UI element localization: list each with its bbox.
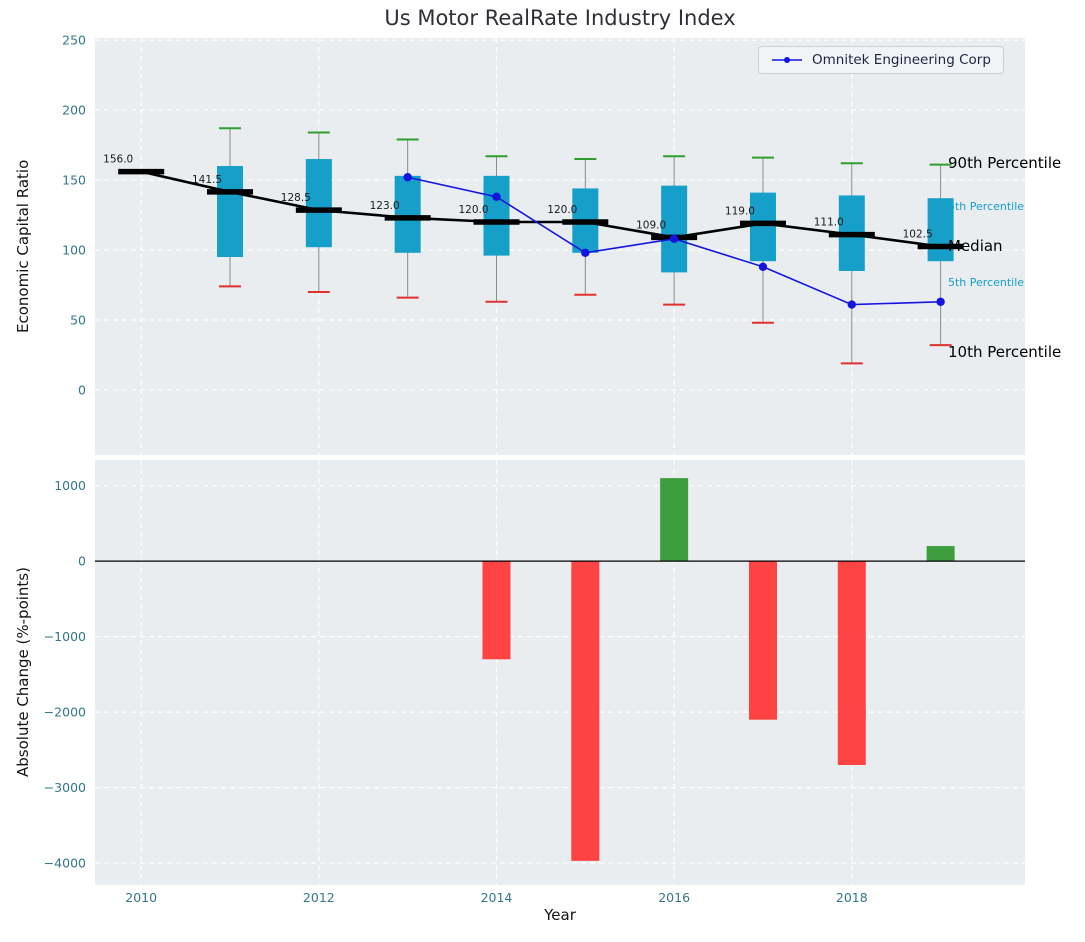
- percentile-annotation: 10th Percentile: [948, 343, 1061, 361]
- median-value-label: 123.0: [370, 200, 400, 212]
- median-line: [140, 170, 941, 248]
- chart-title: Us Motor RealRate Industry Index: [384, 6, 736, 30]
- x-tick-label: 2012: [303, 890, 335, 905]
- box-2014: [483, 155, 510, 303]
- bottom-y-tick-label: −1000: [44, 629, 86, 644]
- iqr-box: [749, 192, 776, 262]
- legend: Omnitek Engineering Corp: [758, 46, 1004, 74]
- top-y-tick-label: 100: [62, 242, 86, 257]
- median-value-label: 141.5: [192, 174, 222, 186]
- company-marker: [936, 297, 945, 306]
- iqr-box: [217, 166, 244, 257]
- median-value-label: 119.0: [725, 205, 755, 217]
- iqr-box: [305, 159, 332, 248]
- iqr-box: [927, 198, 954, 262]
- company-marker: [847, 300, 856, 309]
- change-bar-2019: [926, 546, 955, 562]
- box-2012: [305, 131, 332, 293]
- x-axis-label: Year: [544, 906, 576, 924]
- company-marker: [403, 173, 412, 182]
- company-marker: [492, 192, 501, 202]
- company-marker: [758, 262, 768, 271]
- iqr-box: [661, 185, 688, 273]
- change-bar-2016: [660, 478, 689, 562]
- iqr-box: [483, 175, 510, 256]
- x-tick-label: 2016: [658, 890, 690, 905]
- company-marker: [581, 248, 590, 257]
- top-y-tick-label: 200: [62, 103, 86, 118]
- percentile-annotation: 90th Percentile: [948, 154, 1061, 172]
- bottom-plot-area: [95, 460, 1025, 885]
- iqr-box: [394, 175, 421, 253]
- median-value-label: 111.0: [814, 217, 844, 229]
- percentile-annotation: 5th Percentile: [948, 200, 1024, 213]
- bottom-y-tick-label: −2000: [44, 705, 86, 720]
- top-plot-area: [95, 38, 1025, 455]
- top-y-tick-label: 50: [70, 312, 86, 327]
- box-2016: [661, 155, 688, 306]
- percentile-annotation: Median: [948, 237, 1003, 255]
- x-tick-label: 2010: [125, 890, 157, 905]
- median-value-label: 156.0: [103, 154, 133, 166]
- bottom-y-tick-label: −3000: [44, 780, 86, 795]
- x-tick-label: 2018: [836, 890, 868, 905]
- company-marker: [669, 234, 679, 244]
- top-y-tick-label: 250: [62, 33, 86, 48]
- bottom-y-tick-label: −4000: [44, 856, 86, 871]
- change-bar-2014: [482, 561, 511, 660]
- box-2017: [749, 156, 776, 324]
- box-2019: [927, 163, 954, 347]
- change-bar-2018: [837, 561, 866, 765]
- median-value-label: 120.0: [458, 204, 488, 216]
- box-2011: [217, 127, 244, 288]
- x-tick-label: 2014: [481, 890, 513, 905]
- median-value-label: 109.0: [636, 219, 666, 231]
- median-value-label: 120.0: [547, 204, 577, 216]
- top-y-tick-label: 0: [78, 382, 86, 397]
- bottom-y-tick-label: 0: [78, 554, 86, 569]
- percentile-annotation: 5th Percentile: [948, 276, 1024, 289]
- change-bar-2017: [748, 561, 777, 720]
- change-bar-2015: [571, 561, 600, 861]
- median-value-label: 102.5: [903, 229, 933, 241]
- top-y-tick-label: 150: [62, 173, 86, 188]
- bottom-y-tick-label: 1000: [54, 478, 86, 493]
- median-value-label: 128.5: [281, 192, 311, 204]
- legend-line-sample: [772, 57, 802, 63]
- legend-label: Omnitek Engineering Corp: [812, 52, 991, 68]
